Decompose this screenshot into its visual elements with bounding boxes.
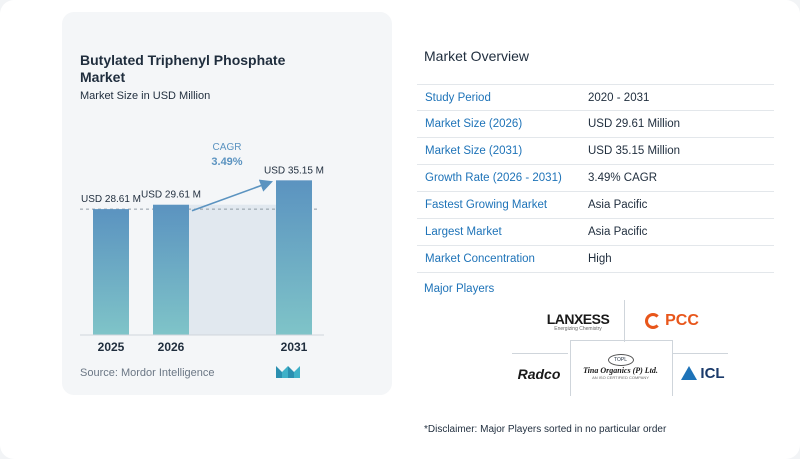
pcc-ring-icon (645, 313, 662, 329)
tick-label-2026: 2026 (158, 340, 185, 354)
bar-2031 (276, 180, 312, 335)
row-label: Study Period (425, 91, 491, 104)
row-value: Asia Pacific (588, 226, 648, 238)
table-row: Study Period 2020 - 2031 (417, 84, 774, 111)
tick-label-2031: 2031 (281, 340, 308, 354)
lanxess-logo-name: LANXESS (546, 310, 610, 327)
table-row: Market Concentration High (417, 246, 774, 273)
row-value: USD 29.61 Million (588, 118, 681, 130)
cagr-label: CAGR (213, 142, 242, 153)
data-label-2026: USD 29.61 M (141, 190, 201, 201)
bar-2025 (93, 209, 129, 335)
major-players-logos: LANXESS Energizing Chemistry PCC Radco T… (510, 298, 730, 398)
row-label: Largest Market (425, 226, 502, 238)
pcc-logo: PCC (632, 308, 712, 334)
source-text: Source: Mordor Intelligence (80, 367, 215, 379)
radco-logo-name: Radco (517, 366, 561, 382)
disclaimer-text: *Disclaimer: Major Players sorted in no … (424, 424, 667, 435)
icl-triangle-icon (681, 366, 698, 380)
growth-region (189, 204, 276, 335)
table-row: Largest Market Asia Pacific (417, 219, 774, 246)
data-label-2031: USD 35.15 M (264, 165, 324, 176)
tick-label-2025: 2025 (98, 340, 125, 354)
table-row: Market Size (2026) USD 29.61 Million (417, 111, 774, 138)
row-label: Growth Rate (2026 - 2031) (425, 172, 562, 184)
tina-logo-name: Tina Organics (P) Ltd. (583, 366, 658, 375)
row-value: 3.49% CAGR (588, 172, 658, 184)
row-label: Market Concentration (425, 253, 535, 265)
lanxess-logo: LANXESS Energizing Chemistry (538, 308, 618, 334)
row-label: Market Size (2031) (425, 145, 523, 157)
mordor-intelligence-logo-icon (276, 366, 300, 378)
bar-chart: USD 28.61 M 2025 USD 29.61 M 2026 USD 35.15 … (80, 142, 324, 354)
lanxess-logo-tagline: Energizing Chemistry (554, 325, 602, 332)
table-row: Growth Rate (2026 - 2031) 3.49% CAGR (417, 165, 774, 192)
radco-logo: Radco (510, 361, 568, 387)
data-label-2025: USD 28.61 M (81, 194, 141, 205)
tina-seal-icon: TOPL (607, 354, 634, 366)
icl-logo: ICL (676, 360, 730, 386)
row-value: Asia Pacific (588, 199, 648, 211)
icl-logo-name: ICL (700, 364, 725, 382)
cagr-arrow (191, 179, 274, 212)
pcc-logo-name: PCC (665, 312, 699, 329)
row-value: USD 35.15 Million (588, 145, 681, 157)
table-row: Market Size (2031) USD 35.15 Million (417, 138, 774, 165)
tina-organics-logo: TOPL Tina Organics (P) Ltd. AN ISO CERTI… (573, 342, 668, 392)
market-overview-table: Study Period 2020 - 2031 Market Size (202… (417, 84, 774, 273)
market-overview-title: Market Overview (424, 48, 530, 64)
row-value: High (588, 253, 612, 265)
major-players-title: Major Players (424, 283, 495, 295)
row-label: Market Size (2026) (425, 118, 523, 130)
bar-2026 (153, 204, 189, 335)
row-label: Fastest Growing Market (425, 199, 548, 211)
tina-logo-tagline: AN ISO CERTIFIED COMPANY (592, 375, 649, 380)
table-row: Fastest Growing Market Asia Pacific (417, 192, 774, 219)
cagr-value: 3.49% (211, 156, 242, 168)
chart-subtitle: Market Size in USD Million (80, 90, 211, 102)
chart-title: Butylated Triphenyl Phosphate Market (80, 52, 286, 85)
row-value: 2020 - 2031 (588, 91, 650, 104)
